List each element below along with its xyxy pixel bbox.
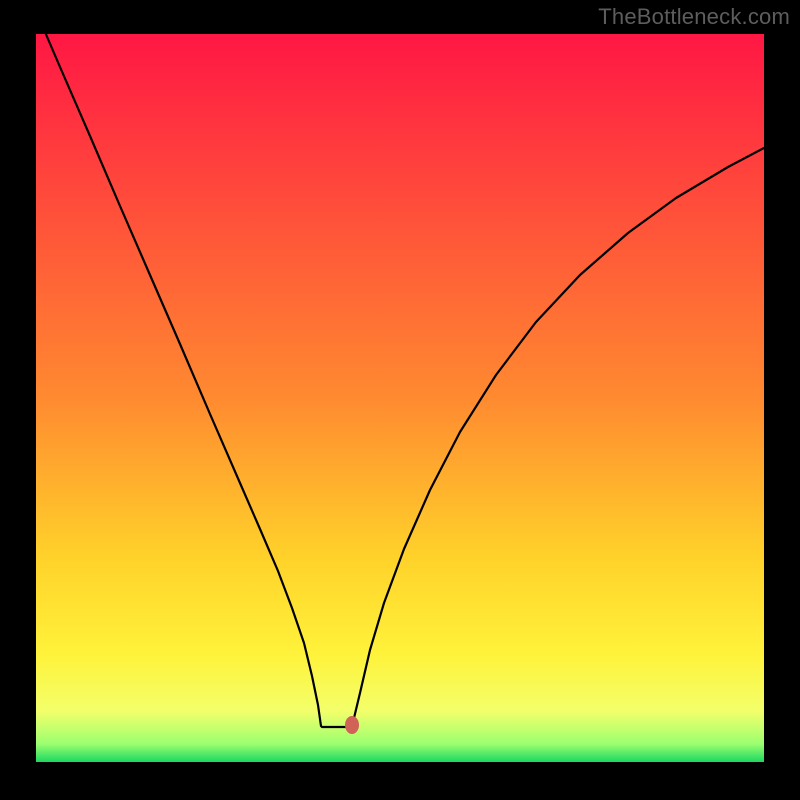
bottleneck-curve-path <box>36 11 764 727</box>
optimum-marker <box>345 716 359 734</box>
watermark-text: TheBottleneck.com <box>598 4 790 30</box>
bottleneck-chart <box>36 34 764 762</box>
chart-svg <box>36 34 764 762</box>
